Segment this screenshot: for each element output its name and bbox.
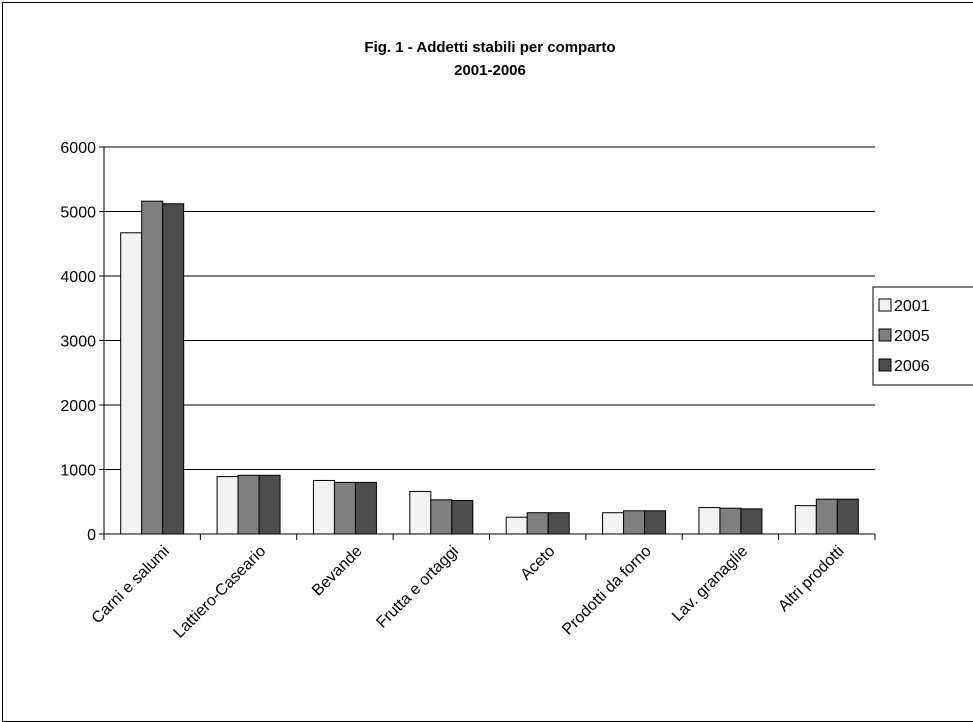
y-tick-label: 1000 <box>60 463 96 480</box>
y-tick-label: 3000 <box>60 334 96 351</box>
y-tick-label: 2000 <box>60 398 96 415</box>
x-tick-label: Lattiero-Caseario <box>171 543 270 642</box>
legend-label: 2006 <box>894 358 930 375</box>
chart-title: Fig. 1 - Addetti stabili per comparto <box>364 39 615 56</box>
bar-2006 <box>644 510 667 535</box>
bar-2001 <box>312 479 335 535</box>
bar-2001 <box>505 516 528 535</box>
bar-2005 <box>141 200 164 535</box>
x-tick-label: Bevande <box>309 543 366 600</box>
bar-2001 <box>120 232 143 535</box>
bar-2005 <box>333 481 356 535</box>
bar-2006 <box>547 512 570 535</box>
x-tick-label: Altri prodotti <box>775 543 847 615</box>
y-tick-label: 6000 <box>60 140 96 157</box>
bar-2006 <box>740 508 763 535</box>
bar-2005 <box>815 498 838 535</box>
y-tick-label: 5000 <box>60 205 96 222</box>
bar-2006 <box>451 499 474 535</box>
legend-label: 2005 <box>894 328 930 345</box>
legend-swatch <box>878 298 892 312</box>
bar-2005 <box>237 474 260 535</box>
bar-2006 <box>836 498 859 535</box>
x-tick-label: Prodotti da forno <box>559 543 655 639</box>
y-tick-label: 4000 <box>60 269 96 286</box>
y-tick-label: 0 <box>87 527 96 544</box>
bar-2001 <box>216 476 239 535</box>
bar-2001 <box>794 505 817 535</box>
bar-2006 <box>162 203 185 535</box>
bar-2001 <box>698 507 721 535</box>
bar-chart: Fig. 1 - Addetti stabili per comparto 20… <box>60 39 973 642</box>
x-tick-label: Carni e salumi <box>89 543 173 627</box>
bar-2005 <box>623 510 646 535</box>
x-tick-label: Aceto <box>518 543 559 584</box>
bar-2001 <box>409 490 432 535</box>
chart-subtitle: 2001-2006 <box>454 62 526 79</box>
legend-label: 2001 <box>894 298 930 315</box>
bar-2005 <box>526 512 549 535</box>
x-tick-label: Lav. granaglie <box>669 543 751 625</box>
bar-2001 <box>602 512 625 535</box>
x-tick-label: Frutta e ortaggi <box>373 543 462 632</box>
bar-2006 <box>354 481 377 535</box>
bar-2006 <box>258 474 281 535</box>
legend-swatch <box>878 358 892 372</box>
legend-swatch <box>878 328 892 342</box>
bar-2005 <box>430 499 453 535</box>
bar-2005 <box>719 507 742 535</box>
